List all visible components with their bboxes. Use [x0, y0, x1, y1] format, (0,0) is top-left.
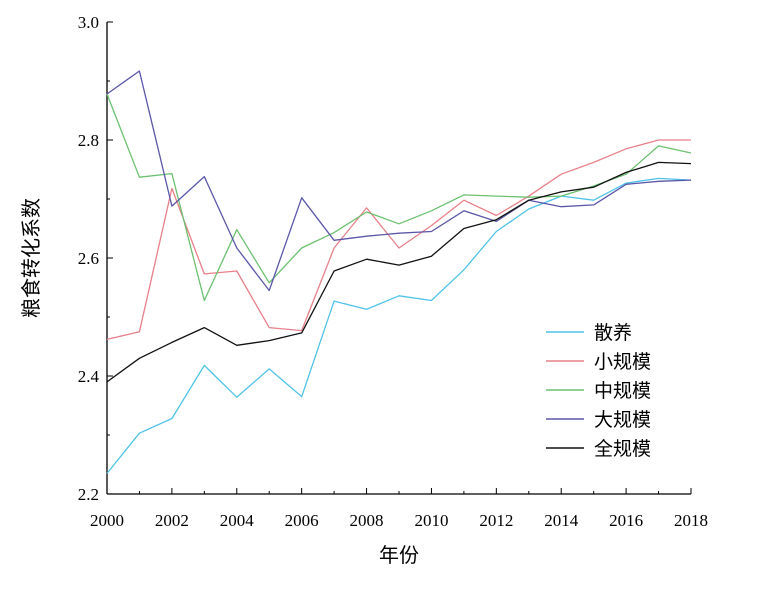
x-axis-title: 年份: [379, 543, 419, 567]
legend-label: 全规模: [594, 438, 651, 460]
y-tick-label: 2.4: [78, 367, 100, 386]
x-tick-label: 2016: [609, 511, 643, 530]
legend-label: 大规模: [594, 409, 651, 431]
x-tick-label: 2010: [414, 511, 448, 530]
y-tick-label: 2.6: [78, 249, 99, 268]
series-line-2: [106, 139, 691, 341]
series-lines: [106, 70, 692, 474]
y-tick-label: 2.2: [78, 485, 99, 504]
legend-label: 中规模: [594, 380, 651, 402]
y-tick-label: 3.0: [78, 13, 99, 32]
series-line-3: [106, 93, 692, 302]
x-tick-label: 2014: [544, 511, 579, 530]
y-axis-title: 粮食转化系数: [19, 198, 43, 318]
legend-label: 小规模: [594, 351, 651, 373]
x-tick-label: 2018: [674, 511, 708, 530]
legend-label: 散养: [594, 322, 632, 344]
y-tick-label: 2.8: [78, 131, 99, 150]
x-ticks: 2000 2002 2004 2006 2008 2010 2012 2014 2016 2018: [90, 488, 708, 530]
series-line-1: [106, 177, 692, 474]
x-tick-label: 2012: [479, 511, 513, 530]
x-tick-label: 2006: [285, 511, 319, 530]
series-line-5: [106, 161, 692, 383]
x-tick-label: 2000: [90, 511, 124, 530]
x-tick-label: 2008: [350, 511, 384, 530]
x-tick-label: 2004: [220, 511, 255, 530]
x-tick-label: 2002: [155, 511, 189, 530]
series-line-4: [106, 70, 692, 292]
y-ticks: 2.2 2.4 2.6 2.8 3.0: [78, 13, 113, 504]
